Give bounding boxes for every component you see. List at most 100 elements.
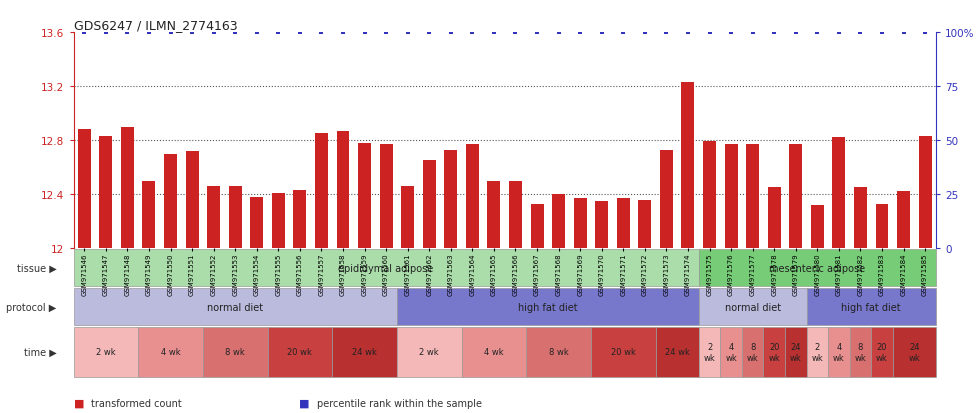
Bar — [591, 327, 656, 377]
Text: 20 wk: 20 wk — [611, 348, 636, 356]
Bar — [616, 199, 630, 249]
Text: epididymal adipose: epididymal adipose — [338, 263, 434, 273]
Text: 20
wk: 20 wk — [768, 342, 780, 362]
Text: 2 wk: 2 wk — [419, 348, 439, 356]
Text: 4
wk: 4 wk — [833, 342, 845, 362]
Bar — [724, 145, 738, 249]
Bar — [638, 200, 652, 249]
Bar — [228, 187, 242, 249]
Text: 2
wk: 2 wk — [811, 342, 823, 362]
Text: 4 wk: 4 wk — [161, 348, 180, 356]
Bar — [810, 205, 824, 249]
Text: 20
wk: 20 wk — [876, 342, 888, 362]
Bar — [699, 288, 807, 325]
Text: 24
wk: 24 wk — [908, 342, 920, 362]
Bar — [699, 249, 936, 287]
Bar — [379, 145, 393, 249]
Bar — [875, 204, 889, 249]
Text: 8 wk: 8 wk — [549, 348, 568, 356]
Bar — [703, 142, 716, 249]
Bar — [552, 195, 565, 249]
Bar — [699, 327, 720, 377]
Bar — [142, 181, 156, 249]
Bar — [487, 181, 501, 249]
Text: 2
wk: 2 wk — [704, 342, 715, 362]
Text: 20 wk: 20 wk — [287, 348, 313, 356]
Text: normal diet: normal diet — [207, 302, 264, 312]
Text: ■: ■ — [299, 398, 310, 408]
Bar — [315, 134, 328, 249]
Bar — [767, 188, 781, 249]
Bar — [918, 137, 932, 249]
Bar — [271, 193, 285, 249]
Bar — [462, 327, 526, 377]
Text: protocol ▶: protocol ▶ — [6, 302, 56, 312]
Bar — [268, 327, 332, 377]
Bar — [871, 327, 893, 377]
Bar — [397, 327, 462, 377]
Bar — [828, 327, 850, 377]
Bar — [681, 83, 695, 249]
Bar — [660, 150, 673, 249]
Bar — [893, 327, 936, 377]
Bar — [509, 181, 522, 249]
Bar — [99, 137, 113, 249]
Text: 4
wk: 4 wk — [725, 342, 737, 362]
Bar — [466, 145, 479, 249]
Text: 4 wk: 4 wk — [484, 348, 504, 356]
Bar — [807, 327, 828, 377]
Bar — [595, 202, 609, 249]
Bar — [77, 130, 91, 249]
Text: 8
wk: 8 wk — [747, 342, 759, 362]
Text: 24
wk: 24 wk — [790, 342, 802, 362]
Bar — [358, 143, 371, 249]
Bar — [720, 327, 742, 377]
Bar — [854, 188, 867, 249]
Bar — [742, 327, 763, 377]
Text: 8 wk: 8 wk — [225, 348, 245, 356]
Text: high fat diet: high fat diet — [842, 302, 901, 312]
Text: ■: ■ — [74, 398, 84, 408]
Text: transformed count: transformed count — [91, 398, 182, 408]
Bar — [832, 138, 846, 249]
Bar — [138, 327, 203, 377]
Text: 8
wk: 8 wk — [855, 342, 866, 362]
Bar — [74, 249, 699, 287]
Text: tissue ▶: tissue ▶ — [17, 263, 56, 273]
Text: high fat diet: high fat diet — [518, 302, 577, 312]
Text: normal diet: normal diet — [724, 302, 781, 312]
Bar — [573, 199, 587, 249]
Bar — [164, 154, 177, 249]
Bar — [444, 150, 458, 249]
Bar — [785, 327, 807, 377]
Text: 24 wk: 24 wk — [664, 348, 690, 356]
Bar — [850, 327, 871, 377]
Bar — [763, 327, 785, 377]
Bar — [74, 327, 138, 377]
Text: 24 wk: 24 wk — [352, 348, 377, 356]
Bar — [656, 327, 699, 377]
Bar — [526, 327, 591, 377]
Bar — [203, 327, 268, 377]
Text: GDS6247 / ILMN_2774163: GDS6247 / ILMN_2774163 — [74, 19, 237, 32]
Bar — [250, 197, 264, 249]
Text: percentile rank within the sample: percentile rank within the sample — [317, 398, 481, 408]
Bar — [897, 192, 910, 249]
Bar — [401, 187, 415, 249]
Bar — [74, 288, 397, 325]
Text: time ▶: time ▶ — [24, 347, 56, 357]
Bar — [422, 161, 436, 249]
Bar — [121, 127, 134, 249]
Bar — [746, 145, 760, 249]
Text: mesenteric adipose: mesenteric adipose — [769, 263, 865, 273]
Text: 2 wk: 2 wk — [96, 348, 116, 356]
Bar — [807, 288, 936, 325]
Bar — [332, 327, 397, 377]
Bar — [293, 191, 307, 249]
Bar — [397, 288, 699, 325]
Bar — [207, 187, 220, 249]
Bar — [530, 204, 544, 249]
Bar — [789, 145, 803, 249]
Bar — [336, 131, 350, 249]
Bar — [185, 152, 199, 249]
